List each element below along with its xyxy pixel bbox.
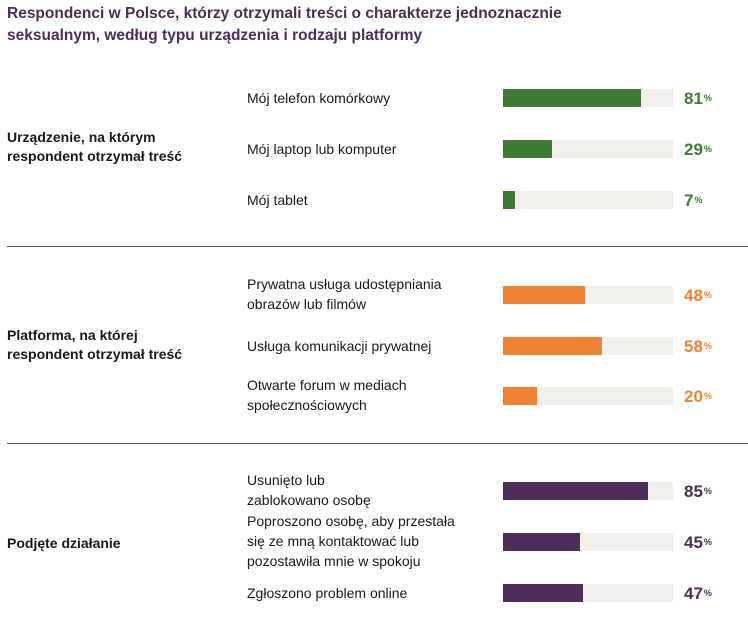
bar-label-line: zablokowano osobę <box>247 492 371 508</box>
bar <box>503 387 537 405</box>
data-label-unit: % <box>703 486 712 496</box>
bar-label-line: pozostawiła mnie w spokoju <box>247 553 421 569</box>
data-label-value: 20 <box>684 387 703 406</box>
group-label-line: respondent otrzymał treść <box>7 346 183 362</box>
data-label-unit: % <box>703 144 712 154</box>
data-label: 85% <box>684 483 712 501</box>
data-label: 81% <box>684 90 712 108</box>
chart-title-line-2: seksualnym, według typu urządzenia i rod… <box>7 27 423 44</box>
data-label-unit: % <box>703 391 712 401</box>
bar-track <box>503 533 673 551</box>
bar-label: Mój tablet <box>247 190 487 210</box>
bar-label-line: Usunięto lub <box>247 472 325 488</box>
group-label-line: Platforma, na której <box>7 327 138 343</box>
bar-track <box>503 140 673 158</box>
bar-label: Usunięto lub zablokowano osobę <box>247 470 487 510</box>
group-label-line: Podjęte działanie <box>7 535 121 551</box>
bar-label-line: Mój tablet <box>247 192 308 208</box>
bar-label-line: Mój laptop lub komputer <box>247 141 397 157</box>
bar <box>503 533 580 551</box>
data-label-unit: % <box>703 93 712 103</box>
data-label-value: 7 <box>684 191 694 210</box>
data-label-value: 48 <box>684 286 703 305</box>
data-label: 47% <box>684 585 712 603</box>
bar-label-line: się ze mną kontaktować lub <box>247 533 419 549</box>
bar-label: Prywatna usługa udostępniania obrazów lub… <box>247 274 487 314</box>
bar-track <box>503 89 673 107</box>
bar-label-line: Prywatna usługa udostępniania <box>247 276 442 292</box>
data-label-value: 58 <box>684 337 703 356</box>
bar <box>503 191 515 209</box>
data-label: 58% <box>684 338 712 356</box>
data-label: 7% <box>684 192 702 210</box>
data-label-value: 29 <box>684 140 703 159</box>
section-divider <box>7 443 748 444</box>
data-label-unit: % <box>703 290 712 300</box>
group-label-line: respondent otrzymał treść <box>7 148 183 164</box>
section-divider <box>7 246 748 247</box>
group-label: Urządzenie, na którym respondent otrzymał… <box>7 128 222 166</box>
bar-label: Usługa komunikacji prywatnej <box>247 336 487 356</box>
data-label-unit: % <box>703 537 712 547</box>
data-label-unit: % <box>694 195 703 205</box>
data-label: 45% <box>684 534 712 552</box>
bar-track <box>503 387 673 405</box>
group-label: Platforma, na której respondent otrzymał … <box>7 326 222 364</box>
bar-track <box>503 337 673 355</box>
bar-label-line: Zgłoszono problem online <box>247 585 408 601</box>
bar <box>503 286 585 304</box>
bar-track <box>503 584 673 602</box>
bar-track <box>503 286 673 304</box>
bar-label-line: Otwarte forum w mediach <box>247 377 407 393</box>
chart-title: Respondenci w Polsce, którzy otrzymali t… <box>7 3 727 47</box>
data-label: 48% <box>684 287 712 305</box>
data-label-unit: % <box>703 588 712 598</box>
data-label: 29% <box>684 141 712 159</box>
data-label-value: 45 <box>684 533 703 552</box>
bar <box>503 337 602 355</box>
bar <box>503 140 553 158</box>
data-label: 20% <box>684 388 712 406</box>
bar-label: Mój laptop lub komputer <box>247 139 487 159</box>
bar <box>503 584 583 602</box>
bar-label-line: Poproszono osobę, aby przestała <box>247 513 455 529</box>
group-label-line: Urządzenie, na którym <box>7 129 156 145</box>
bar <box>503 89 641 107</box>
bar-label: Poproszono osobę, aby przestała się ze mn… <box>247 511 487 571</box>
bar <box>503 482 648 500</box>
bar-label-line: obrazów lub filmów <box>247 296 367 312</box>
bar-label: Otwarte forum w mediach społecznościowych <box>247 375 487 415</box>
chart-title-line-1: Respondenci w Polsce, którzy otrzymali t… <box>7 5 562 22</box>
bar-label-line: Usługa komunikacji prywatnej <box>247 338 432 354</box>
bar-label-line: społecznościowych <box>247 397 367 413</box>
bar-track <box>503 191 673 209</box>
bar-label: Zgłoszono problem online <box>247 583 487 603</box>
data-label-value: 47 <box>684 584 703 603</box>
data-label-value: 81 <box>684 89 703 108</box>
bar-label: Mój telefon komórkowy <box>247 88 487 108</box>
bar-label-line: Mój telefon komórkowy <box>247 90 391 106</box>
data-label-unit: % <box>703 341 712 351</box>
data-label-value: 85 <box>684 482 703 501</box>
group-label: Podjęte działanie <box>7 534 222 553</box>
bar-track <box>503 482 673 500</box>
